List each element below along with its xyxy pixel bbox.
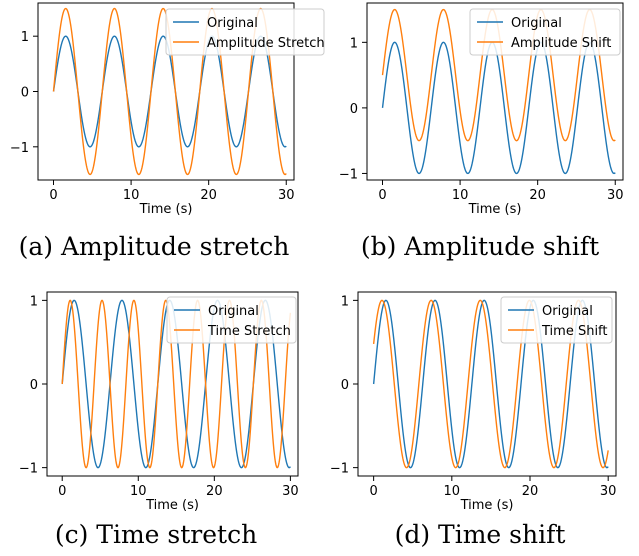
y-tick-label-c--1: −1: [19, 462, 38, 477]
legend-d: Original Time Shift: [500, 296, 613, 344]
series-line-c-1: [61, 299, 291, 469]
y-tick-label-c-1: 1: [30, 294, 38, 309]
axes-frame-d: [357, 291, 617, 477]
series-line-d-1: [372, 299, 609, 469]
x-tick-label-c-10: 10: [130, 484, 147, 499]
plot-area-c: 0 10 20 30 −1 0 1 Time (s) Original Time Stretch: [19, 291, 299, 513]
series-line-c-2: [61, 299, 292, 469]
x-tick-label-a-10: 10: [123, 188, 140, 203]
series-line-a-2: [52, 7, 287, 176]
legend-label-b-2: Amplitude Shift: [511, 36, 611, 51]
plot-area-d: 0 10 20 30 −1 0 1 Time (s) Original Time Shift: [330, 291, 617, 513]
y-tick-label-a-0: 0: [21, 86, 29, 101]
x-axis-label-c: Time (s): [145, 498, 199, 513]
caption-d: (d) Time shift: [394, 520, 566, 549]
x-tick-label-d-20: 20: [522, 484, 539, 499]
y-tick-label-b-1: 1: [350, 36, 358, 51]
y-tick-label-d--1: −1: [330, 462, 349, 477]
series-line-b-1: [381, 41, 616, 175]
legend-label-a-2: Amplitude Stretch: [207, 36, 325, 51]
series-line-b-2: [381, 8, 616, 142]
legend-box-b: [469, 8, 621, 56]
x-tick-label-c-0: 0: [58, 484, 66, 499]
x-tick-label-b-0: 0: [378, 188, 386, 203]
x-tick-label-c-30: 30: [282, 484, 299, 499]
x-tick-label-d-0: 0: [369, 484, 377, 499]
x-tick-label-b-30: 30: [607, 188, 624, 203]
x-tick-label-b-10: 10: [452, 188, 469, 203]
x-tick-label-a-30: 30: [278, 188, 295, 203]
legend-label-d-2: Time Shift: [541, 324, 608, 339]
legend-label-a-1: Original: [207, 16, 258, 31]
plot-area-b: 0 10 20 30 −1 0 1 Time (s) Original Amplitude Shi…: [339, 2, 624, 217]
legend-label-c-2: Time Stretch: [207, 324, 291, 339]
x-tick-label-c-20: 20: [206, 484, 223, 499]
legend-label-c-1: Original: [208, 304, 259, 319]
x-tick-label-a-20: 20: [200, 188, 217, 203]
legend-c: Original Time Stretch: [166, 296, 297, 344]
legend-box-d: [500, 296, 613, 344]
legend-box-a: [165, 8, 325, 56]
y-tick-label-b--1: −1: [339, 167, 358, 182]
series-line-d-2: [372, 299, 609, 469]
legend-label-b-1: Original: [511, 16, 562, 31]
y-tick-label-d-0: 0: [341, 378, 349, 393]
axes-frame-c: [46, 291, 299, 477]
caption-a: (a) Amplitude stretch: [18, 232, 290, 261]
x-axis-label-b: Time (s): [468, 202, 522, 217]
legend-b: Original Amplitude Shift: [469, 8, 621, 56]
axes-frame-b: [366, 2, 624, 181]
legend-box-c: [166, 296, 297, 344]
y-tick-label-c-0: 0: [30, 378, 38, 393]
plot-area-a: 0 10 20 30 −1 0 1 Time (s) Original Amplitude Str…: [10, 2, 325, 217]
y-tick-label-a--1: −1: [10, 141, 29, 156]
caption-b: (b) Amplitude shift: [360, 232, 600, 261]
y-tick-label-d-1: 1: [341, 294, 349, 309]
x-tick-label-d-10: 10: [444, 484, 461, 499]
legend-a: Original Amplitude Stretch: [165, 8, 325, 56]
y-tick-label-a-1: 1: [21, 30, 29, 45]
x-axis-label-d: Time (s): [460, 498, 514, 513]
y-tick-label-b-0: 0: [350, 102, 358, 117]
axes-frame-a: [37, 2, 295, 181]
series-line-a-1: [52, 35, 287, 148]
x-tick-label-d-30: 30: [600, 484, 617, 499]
caption-c: (c) Time stretch: [54, 520, 258, 549]
legend-label-d-1: Original: [542, 304, 593, 319]
x-tick-label-a-0: 0: [49, 188, 57, 203]
x-axis-label-a: Time (s): [139, 202, 193, 217]
x-tick-label-b-20: 20: [529, 188, 546, 203]
